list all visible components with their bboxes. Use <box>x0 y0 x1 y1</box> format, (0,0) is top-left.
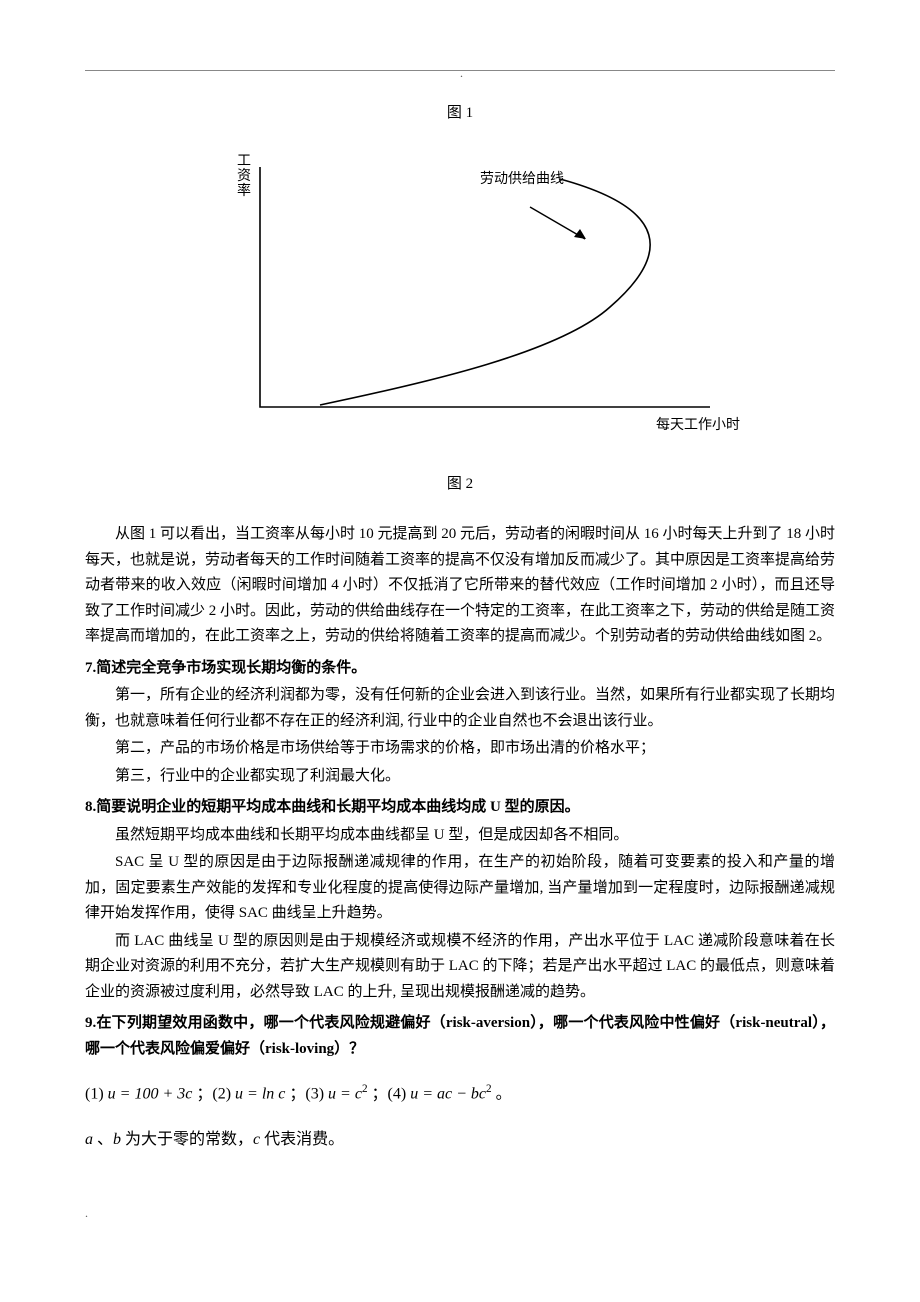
page-header-rule: . <box>85 70 835 71</box>
f1-prefix: (1) <box>85 1085 108 1102</box>
note-a: a <box>85 1131 93 1148</box>
chart-svg <box>180 152 740 432</box>
axes <box>260 167 710 407</box>
fend: 。 <box>492 1085 512 1102</box>
note-end: 代表消费。 <box>260 1131 344 1148</box>
f1: u = 100 + 3c <box>108 1085 193 1102</box>
note-sep: 、 <box>93 1131 113 1148</box>
curve-label: 劳动供给曲线 <box>480 168 564 192</box>
header-dot: . <box>460 63 463 83</box>
note-mid: 为大于零的常数， <box>121 1131 253 1148</box>
x-axis-label: 每天工作小时 <box>656 414 740 438</box>
q8-heading: 8.简要说明企业的短期平均成本曲线和长期平均成本曲线均成 U 型的原因。 <box>85 795 835 821</box>
y-axis-label: 工资率 <box>236 154 252 200</box>
footer-dot: . <box>85 1203 835 1223</box>
supply-curve <box>320 179 650 405</box>
q9-heading: 9.在下列期望效用函数中，哪一个代表风险规避偏好（risk-aversion），… <box>85 1011 835 1062</box>
f4l: u = ac − bc <box>410 1085 486 1102</box>
labor-supply-chart: 工资率 劳动供给曲线 每天工作小时 <box>180 152 740 432</box>
q9-note: a 、b 为大于零的常数，c 代表消费。 <box>85 1126 835 1153</box>
sep34: ；(4) <box>368 1085 411 1102</box>
q7-p2: 第二，产品的市场价格是市场供给等于市场需求的价格，即市场出清的价格水平； <box>85 736 835 762</box>
q7-heading: 7.简述完全竞争市场实现长期均衡的条件。 <box>85 656 835 682</box>
figure-1-label: 图 1 <box>85 101 835 127</box>
f3l: u = c <box>328 1085 362 1102</box>
q7-p3: 第三，行业中的企业都实现了利润最大化。 <box>85 764 835 790</box>
q9-formulas: (1) u = 100 + 3c ；(2) u = ln c ；(3) u = … <box>85 1080 835 1108</box>
q7-p1: 第一，所有企业的经济利润都为零，没有任何新的企业会进入到该行业。当然，如果所有行… <box>85 683 835 734</box>
q8-p2: SAC 呈 U 型的原因是由于边际报酬递减规律的作用，在生产的初始阶段，随着可变… <box>85 850 835 927</box>
q8-p1: 虽然短期平均成本曲线和长期平均成本曲线都呈 U 型，但是成因却各不相同。 <box>85 823 835 849</box>
sep12: ；(2) <box>192 1085 235 1102</box>
q8-p3: 而 LAC 曲线呈 U 型的原因则是由于规模经济或规模不经济的作用，产出水平位于… <box>85 929 835 1006</box>
body-paragraph-1: 从图 1 可以看出，当工资率从每小时 10 元提高到 20 元后，劳动者的闲暇时… <box>85 522 835 650</box>
f2: u = ln c <box>235 1085 285 1102</box>
note-b: b <box>113 1131 121 1148</box>
sep23: ；(3) <box>285 1085 328 1102</box>
figure-2-label: 图 2 <box>85 472 835 498</box>
